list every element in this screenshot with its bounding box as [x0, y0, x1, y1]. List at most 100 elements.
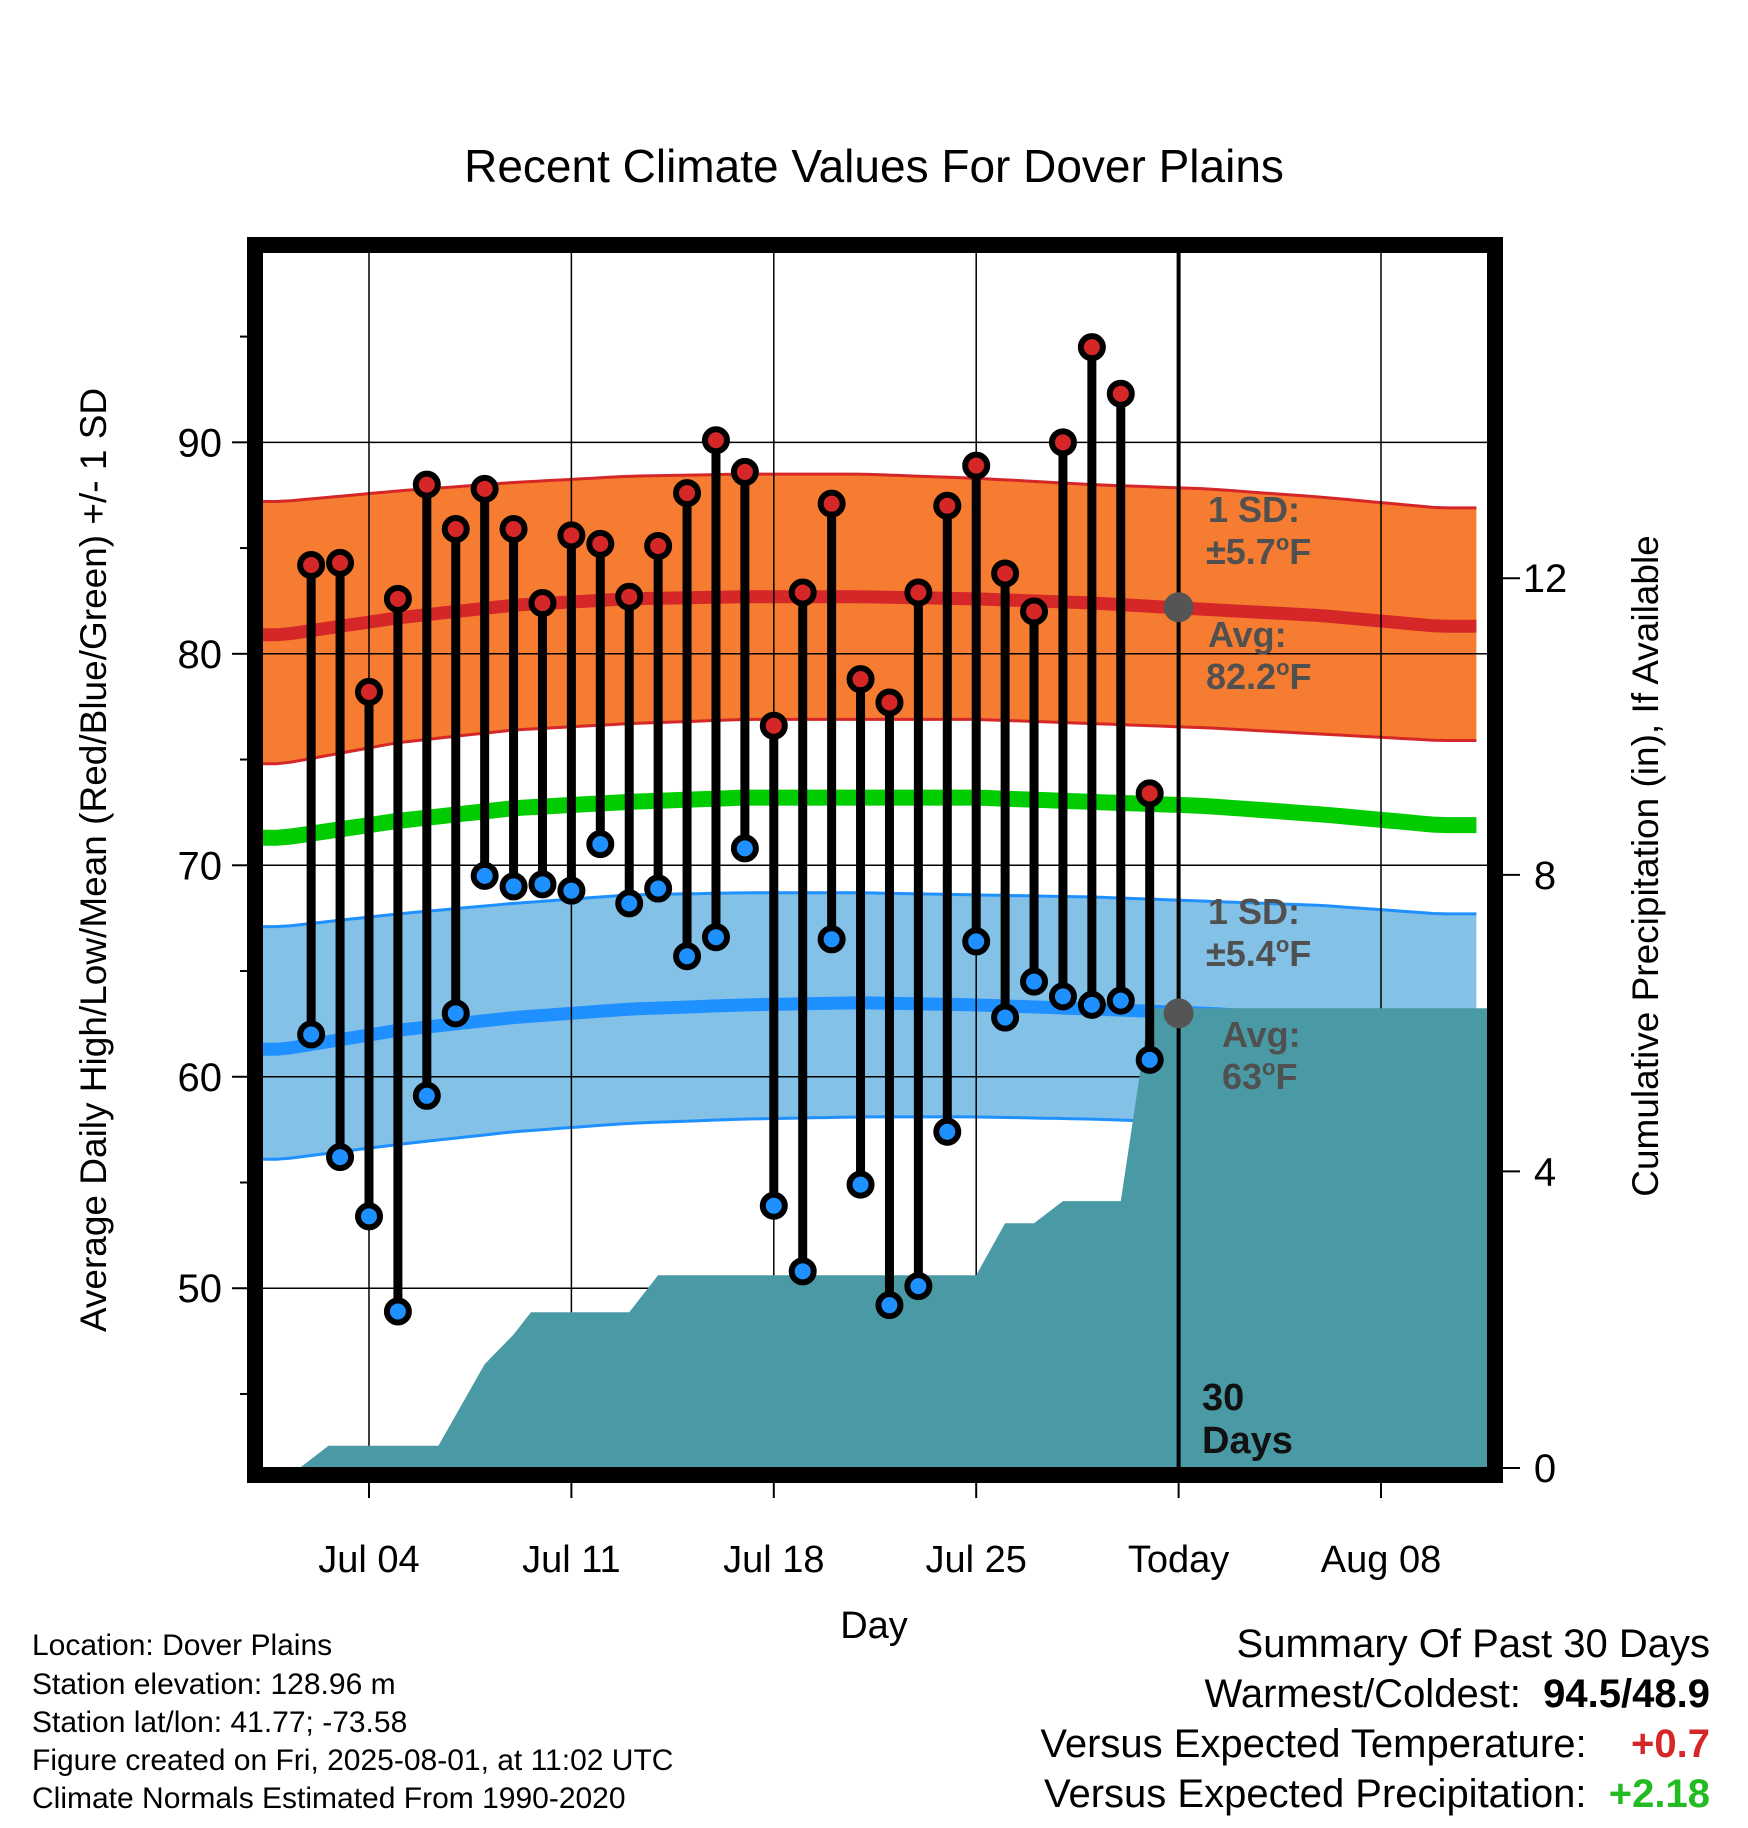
low-sd-label: 1 SD: — [1208, 891, 1300, 932]
daily-low-point — [644, 874, 673, 903]
daily-high-point — [817, 489, 846, 518]
daily-low-point — [615, 889, 644, 918]
daily-high-point — [730, 457, 759, 486]
summary-precipitation: Versus Expected Precipitation: +2.18 — [1044, 1772, 1710, 1817]
precipitation-area — [299, 1008, 1488, 1468]
y-right-tick-label: 8 — [1534, 854, 1556, 898]
daily-low-point — [499, 872, 528, 901]
summary-temperature: Versus Expected Temperature: +0.7 — [1040, 1722, 1710, 1767]
high-sd-lower-edge — [262, 717, 1477, 766]
info-normals: Climate Normals Estimated From 1990-2020 — [32, 1782, 626, 1815]
daily-high-point — [1106, 379, 1135, 408]
y-left-tick-label: 80 — [178, 633, 223, 677]
y-axis-label-left: Average Daily High/Low/Mean (Red/Blue/Gr… — [73, 388, 114, 1332]
daily-high-point — [441, 515, 470, 544]
daily-high-point — [875, 688, 904, 717]
daily-low-point — [759, 1191, 788, 1220]
daily-high-point — [586, 529, 615, 558]
summary-title: Summary Of Past 30 Days — [1236, 1622, 1710, 1666]
info-created: Figure created on Fri, 2025-08-01, at 11… — [32, 1744, 674, 1777]
daily-high-point — [470, 474, 499, 503]
daily-high-point — [615, 582, 644, 611]
daily-low-point — [1135, 1045, 1164, 1074]
x-tick-label: Jul 18 — [723, 1539, 824, 1581]
daily-high-point — [1135, 779, 1164, 808]
chart-title: Recent Climate Values For Dover Plains — [464, 140, 1284, 192]
axes: Jul 04 Jul 11 Jul 18 Jul 25 Today Aug 08 50 60 7… — [178, 335, 1568, 1581]
daily-low-point — [788, 1257, 817, 1286]
daily-low-point — [673, 942, 702, 971]
daily-low-point — [875, 1291, 904, 1320]
daily-low-point — [933, 1117, 962, 1146]
daily-low-point — [962, 927, 991, 956]
y-left-tick-label: 50 — [178, 1267, 223, 1311]
days-count-label: 30 — [1202, 1377, 1244, 1419]
daily-low-point — [846, 1170, 875, 1199]
summary-warmest-coldest: Warmest/Coldest: 94.5/48.9 — [1205, 1672, 1710, 1717]
daily-high-point — [933, 491, 962, 520]
info-latlon: Station lat/lon: 41.77; -73.58 — [32, 1706, 408, 1739]
daily-low-point — [383, 1297, 412, 1326]
low-sd-value: ±5.4oF — [1206, 932, 1311, 974]
x-tick-label: Jul 25 — [925, 1539, 1026, 1581]
daily-high-point — [701, 426, 730, 455]
high-avg-marker — [1163, 592, 1194, 623]
daily-low-point — [1106, 986, 1135, 1015]
temperature-departure-label: Versus Expected Temperature: — [1040, 1722, 1587, 1766]
daily-low-point — [557, 876, 586, 905]
daily-high-point — [788, 578, 817, 607]
daily-low-point — [730, 834, 759, 863]
daily-high-point — [1077, 333, 1106, 362]
daily-high-point — [1020, 597, 1049, 626]
low-sd-upper-edge — [262, 891, 1477, 929]
daily-low-point — [412, 1081, 441, 1110]
plot-area — [262, 252, 1488, 1468]
info-elevation: Station elevation: 128.96 m — [32, 1668, 396, 1701]
days-word-label: Days — [1202, 1420, 1293, 1462]
y-left-tick-label: 90 — [178, 421, 223, 465]
cumulative-precip-area — [299, 1008, 1488, 1468]
x-tick-label: Jul 04 — [318, 1539, 419, 1581]
precipitation-departure-value: +2.18 — [1608, 1772, 1710, 1816]
y-axis-label-right: Cumulative Precipitation (in), If Availa… — [1625, 535, 1666, 1197]
normal-high-line — [262, 590, 1477, 642]
daily-low-point — [1048, 982, 1077, 1011]
high-sd-upper-edge — [262, 472, 1477, 510]
high-avg-label: Avg: — [1208, 614, 1287, 655]
y-right-tick-label: 12 — [1523, 557, 1568, 601]
y-right-tick-label: 4 — [1534, 1150, 1556, 1194]
temperature-departure-value: +0.7 — [1631, 1722, 1710, 1766]
high-sd-value: ±5.7oF — [1206, 530, 1311, 572]
daily-high-point — [326, 548, 355, 577]
daily-high-point — [846, 665, 875, 694]
daily-high-point — [673, 479, 702, 508]
normal-mean-line — [262, 789, 1477, 846]
daily-low-point — [1077, 990, 1106, 1019]
daily-low-point — [991, 1003, 1020, 1032]
high-sd-label: 1 SD: — [1208, 489, 1300, 530]
coldest-value: 48.9 — [1632, 1672, 1710, 1716]
average-markers — [1163, 592, 1194, 1029]
precipitation-departure-label: Versus Expected Precipitation: — [1044, 1772, 1587, 1816]
plot-frame — [247, 237, 1503, 1483]
daily-low-point — [701, 923, 730, 952]
daily-high-point — [904, 578, 933, 607]
daily-low-point — [904, 1272, 933, 1301]
warmest-coldest-slash: / — [1621, 1672, 1633, 1716]
daily-range-bars — [297, 333, 1164, 1326]
y-left-tick-label: 60 — [178, 1056, 223, 1100]
daily-low-point — [297, 1020, 326, 1049]
daily-low-point — [586, 830, 615, 859]
daily-low-point — [817, 925, 846, 954]
daily-high-point — [412, 470, 441, 499]
daily-high-point — [1048, 428, 1077, 457]
low-avg-marker — [1163, 998, 1194, 1029]
daily-high-point — [499, 515, 528, 544]
daily-low-point — [354, 1202, 383, 1231]
warmest-value: 94.5 — [1543, 1672, 1622, 1716]
daily-high-point — [383, 584, 412, 613]
x-tick-label: Today — [1128, 1539, 1229, 1581]
x-axis-label: Day — [840, 1605, 908, 1647]
